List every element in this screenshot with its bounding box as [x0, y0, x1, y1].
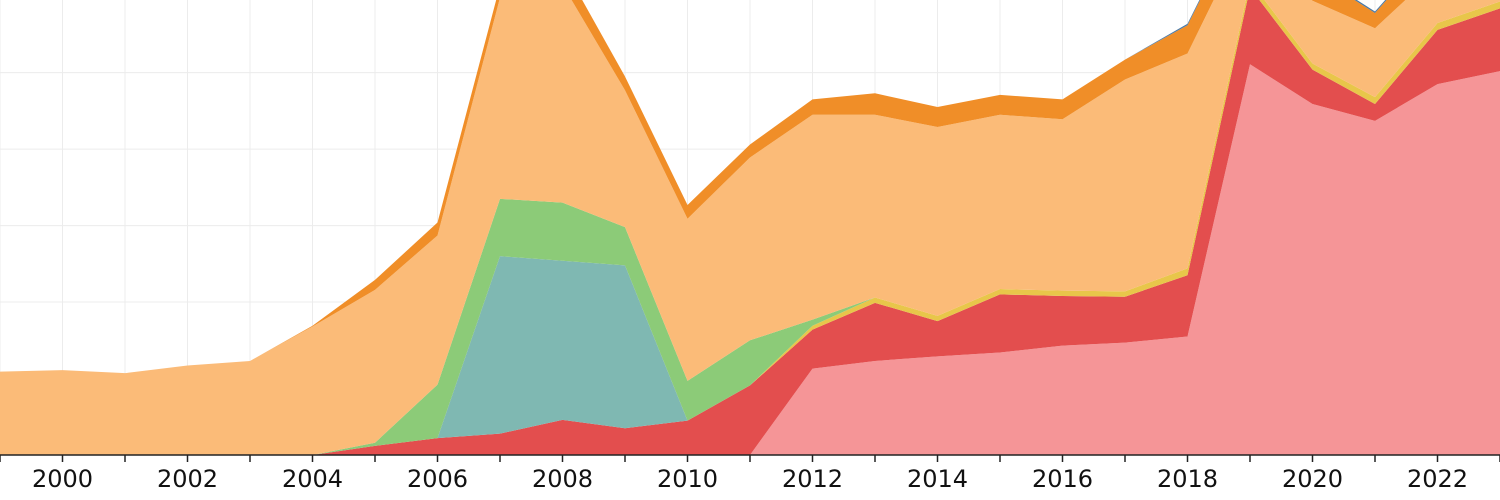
x-tick-label: 2020	[1282, 465, 1343, 493]
x-tick-label: 2004	[282, 465, 343, 493]
x-tick-label: 2014	[907, 465, 968, 493]
x-tick-label: 2000	[32, 465, 93, 493]
x-tick-label: 2010	[657, 465, 718, 493]
x-axis: 2000 2002 2004 2006 2008 2010 2012 2014 2016 2018…	[0, 454, 1500, 493]
area-series-2	[0, 0, 1500, 455]
area-series-1	[0, 64, 1500, 456]
x-tick-label: 2006	[407, 465, 468, 493]
x-tick-label: 2002	[157, 465, 218, 493]
x-tick-label: 2016	[1032, 465, 1093, 493]
area-series-layer	[0, 0, 1500, 456]
area-series-5	[0, 0, 1500, 455]
x-tick-label: 2012	[782, 465, 843, 493]
x-tick-label: 2022	[1407, 465, 1468, 493]
x-tick-label: 2018	[1157, 465, 1218, 493]
area-series-6	[0, 0, 1500, 455]
x-tick-label: 2008	[532, 465, 593, 493]
